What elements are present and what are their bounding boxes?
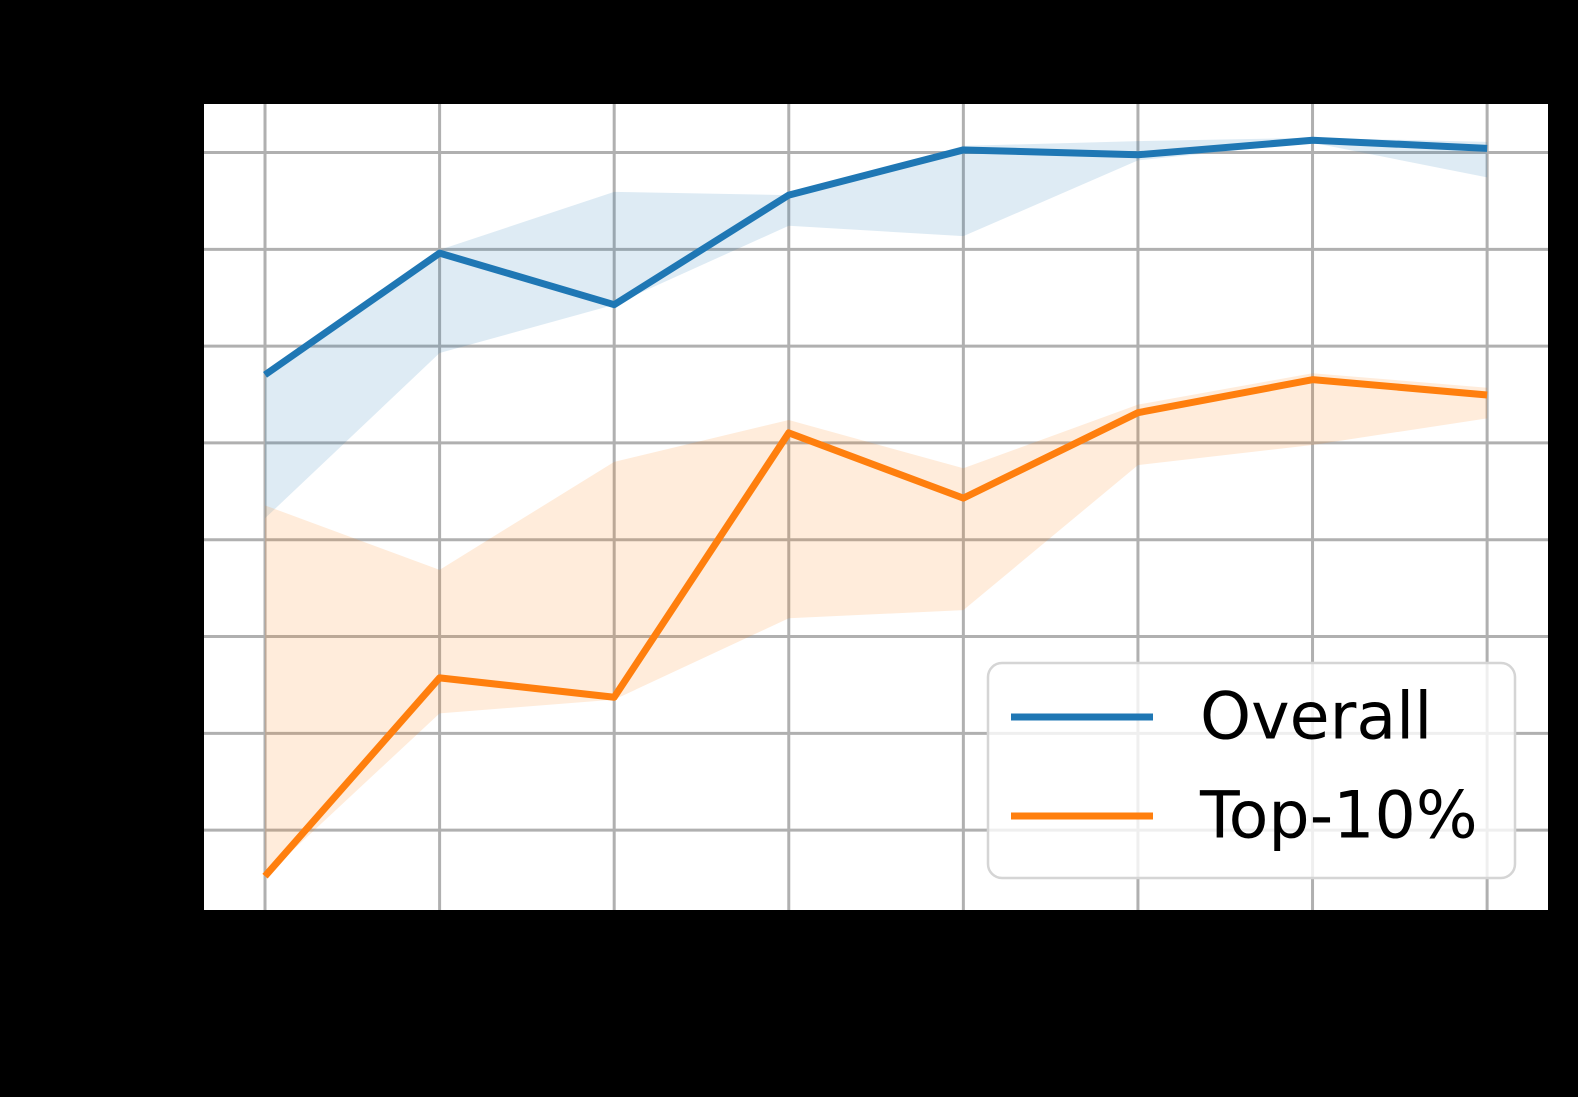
series-line-top-10% — [262, 376, 1488, 879]
confidence-band-top-10% — [265, 373, 1488, 877]
series-line-overall — [263, 136, 1488, 378]
confidence-band-overall — [265, 137, 1488, 519]
legend-label-overall: Overall — [1200, 680, 1432, 755]
legend: Overall Top-10% — [986, 661, 1517, 880]
confidence-bands — [265, 137, 1488, 877]
legend-label-top10: Top-10% — [1199, 779, 1478, 854]
data-lines — [262, 136, 1488, 879]
